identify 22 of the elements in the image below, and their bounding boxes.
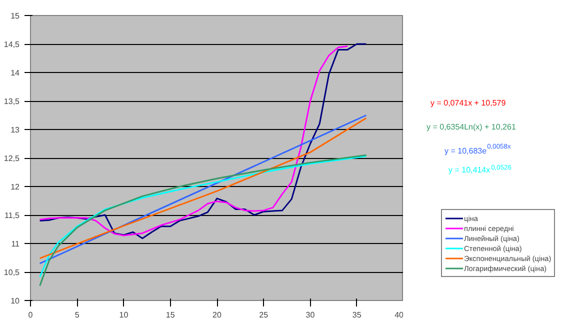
x-tick-label: 5 xyxy=(74,310,80,320)
y-tick-label: 14,5 xyxy=(4,40,20,49)
x-tick-label: 10 xyxy=(119,310,129,320)
y-tick-label: 10,5 xyxy=(4,268,20,277)
y-tick-label: 12 xyxy=(10,182,20,192)
y-tick-label: 15 xyxy=(10,12,20,20)
text: y = 0,0741x + 10,579 xyxy=(430,98,506,108)
text: y = 0,6354Ln(x) + 10,261 xyxy=(426,122,516,132)
y-tick-label: 14 xyxy=(10,68,20,78)
x-tick-label: 0 xyxy=(28,310,34,320)
x-tick-label: 40 xyxy=(394,310,404,320)
x-tick-label: 35 xyxy=(352,310,362,320)
x-tick-label: 20 xyxy=(212,310,222,320)
x-tick-label: 15 xyxy=(166,310,176,320)
y-tick-label: 13,5 xyxy=(4,97,20,106)
y-tick-label: 12,5 xyxy=(4,154,20,163)
y-tick-label: 13 xyxy=(10,126,20,134)
x-tick-label: 25 xyxy=(259,310,269,320)
y-tick-label: 10 xyxy=(10,296,20,306)
x-tick-label: 30 xyxy=(306,310,316,320)
y-tick-label: 11,5 xyxy=(4,211,20,220)
y-tick-label: 11 xyxy=(11,240,20,248)
